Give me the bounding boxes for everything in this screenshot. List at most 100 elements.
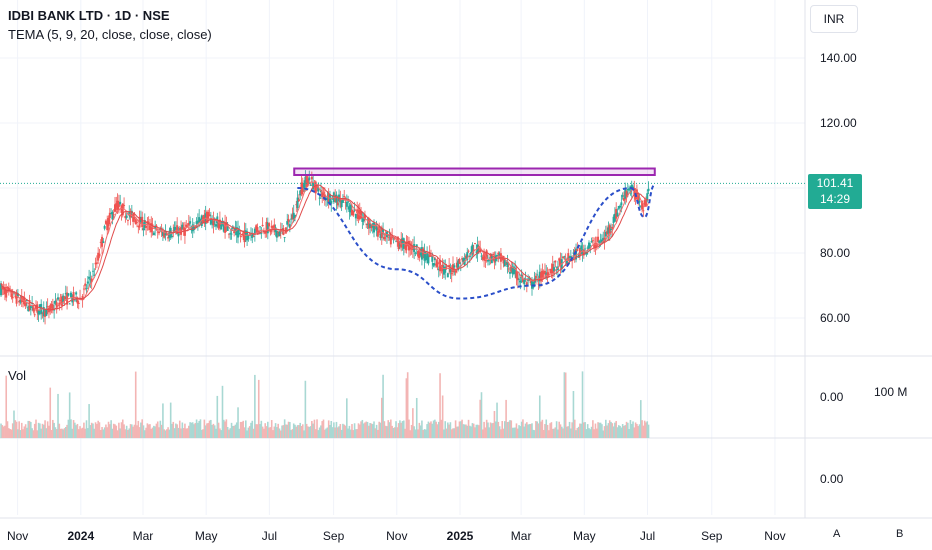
volume-bar bbox=[305, 423, 308, 438]
volume-bar bbox=[370, 423, 373, 438]
candle-body bbox=[308, 177, 311, 181]
chart-legend: IDBI BANK LTD · 1D · NSE TEMA (5, 9, 20,… bbox=[8, 8, 212, 44]
volume-scale-label: 100 M bbox=[874, 385, 908, 399]
candle-body bbox=[19, 300, 22, 303]
candle-body bbox=[508, 271, 511, 274]
candle-body bbox=[389, 236, 392, 245]
time-tick-label: Sep bbox=[323, 529, 345, 543]
candle-body bbox=[345, 202, 348, 207]
symbol-title[interactable]: IDBI BANK LTD · 1D · NSE bbox=[8, 8, 170, 23]
volume-bar bbox=[184, 423, 186, 438]
volume-bar bbox=[432, 420, 435, 438]
volume-bar bbox=[13, 410, 15, 438]
volume-bar bbox=[378, 421, 380, 438]
candle-body bbox=[321, 191, 324, 198]
volume-bar bbox=[419, 425, 422, 438]
volume-bar bbox=[71, 428, 74, 438]
cup-pattern-line[interactable] bbox=[297, 187, 631, 300]
volume-bar bbox=[559, 424, 562, 438]
candle-body bbox=[515, 271, 518, 279]
volume-bar bbox=[647, 424, 650, 438]
volume-bar bbox=[287, 421, 290, 438]
last-price-value: 101.41 bbox=[816, 176, 854, 190]
candle-body bbox=[137, 225, 140, 227]
volume-bar bbox=[330, 420, 333, 438]
volume-bar bbox=[457, 426, 459, 438]
volume-bar bbox=[496, 402, 498, 438]
candle-body bbox=[27, 306, 30, 312]
volume-bar bbox=[529, 423, 532, 438]
indicator-label[interactable]: TEMA (5, 9, 20, close, close, close) bbox=[8, 27, 212, 42]
candle-body bbox=[362, 218, 365, 222]
candle-body bbox=[397, 240, 400, 249]
volume-bar bbox=[535, 421, 537, 438]
candle-body bbox=[437, 269, 440, 270]
candle-body bbox=[586, 247, 589, 249]
volume-bar bbox=[128, 428, 131, 438]
volume-bar bbox=[276, 427, 278, 438]
button-b[interactable]: B bbox=[896, 528, 904, 540]
volume-bar bbox=[598, 422, 601, 438]
candle-body bbox=[187, 222, 190, 226]
candle-body bbox=[173, 226, 176, 232]
volume-bar bbox=[4, 425, 6, 438]
volume-bar bbox=[353, 423, 356, 438]
volume-bar bbox=[70, 419, 72, 438]
volume-bar bbox=[368, 425, 370, 438]
volume-bar bbox=[469, 425, 471, 438]
candle-body bbox=[608, 225, 611, 234]
volume-bar bbox=[54, 427, 57, 438]
price-tick-label: 80.00 bbox=[820, 246, 850, 260]
candle-body bbox=[205, 211, 208, 224]
volume-bar bbox=[390, 419, 392, 438]
candle-body bbox=[328, 194, 331, 204]
volume-bar bbox=[572, 391, 575, 438]
candle-body bbox=[182, 227, 185, 231]
candle-body bbox=[395, 240, 398, 242]
volume-bar bbox=[329, 424, 331, 438]
volume-bar bbox=[568, 421, 571, 438]
volume-bar bbox=[88, 404, 90, 438]
volume-bar bbox=[563, 372, 566, 438]
candle-body bbox=[580, 245, 583, 250]
volume-bar bbox=[476, 424, 479, 438]
handle-pattern-line[interactable] bbox=[630, 183, 656, 219]
volume-bar bbox=[81, 427, 84, 438]
candle-body bbox=[196, 220, 199, 224]
volume-bar bbox=[623, 425, 625, 438]
candle-body bbox=[485, 250, 488, 259]
volume-bar bbox=[383, 421, 386, 438]
candle-body bbox=[613, 213, 616, 222]
volume-bar bbox=[581, 371, 584, 438]
candle-body bbox=[612, 216, 615, 223]
volume-bar bbox=[588, 428, 590, 438]
volume-bar bbox=[404, 428, 406, 438]
volume-bar bbox=[41, 423, 44, 438]
volume-bar bbox=[519, 426, 522, 438]
candle-body bbox=[445, 266, 448, 268]
volume-bar bbox=[173, 428, 176, 438]
time-tick-label: 2024 bbox=[67, 529, 94, 543]
volume-bar bbox=[485, 419, 488, 438]
volume-bar bbox=[449, 422, 452, 438]
candle-body bbox=[123, 205, 126, 207]
volume-bar bbox=[402, 420, 405, 438]
button-a[interactable]: A bbox=[833, 528, 841, 540]
volume-label[interactable]: Vol bbox=[8, 368, 27, 383]
volume-bar bbox=[109, 424, 111, 438]
candle-body bbox=[468, 256, 471, 257]
candle-body bbox=[373, 222, 376, 233]
volume-bar bbox=[374, 428, 377, 438]
volume-bar bbox=[267, 421, 269, 438]
candle-body bbox=[415, 244, 418, 248]
volume-bar bbox=[49, 387, 52, 438]
candle-body bbox=[511, 266, 514, 275]
candle-body bbox=[110, 213, 113, 214]
volume-bar bbox=[304, 380, 307, 438]
candle-body bbox=[589, 245, 592, 247]
volume-bar bbox=[194, 423, 197, 438]
candle-body bbox=[186, 226, 189, 228]
resistance-zone[interactable] bbox=[293, 167, 656, 176]
currency-button[interactable]: INR bbox=[810, 5, 858, 33]
